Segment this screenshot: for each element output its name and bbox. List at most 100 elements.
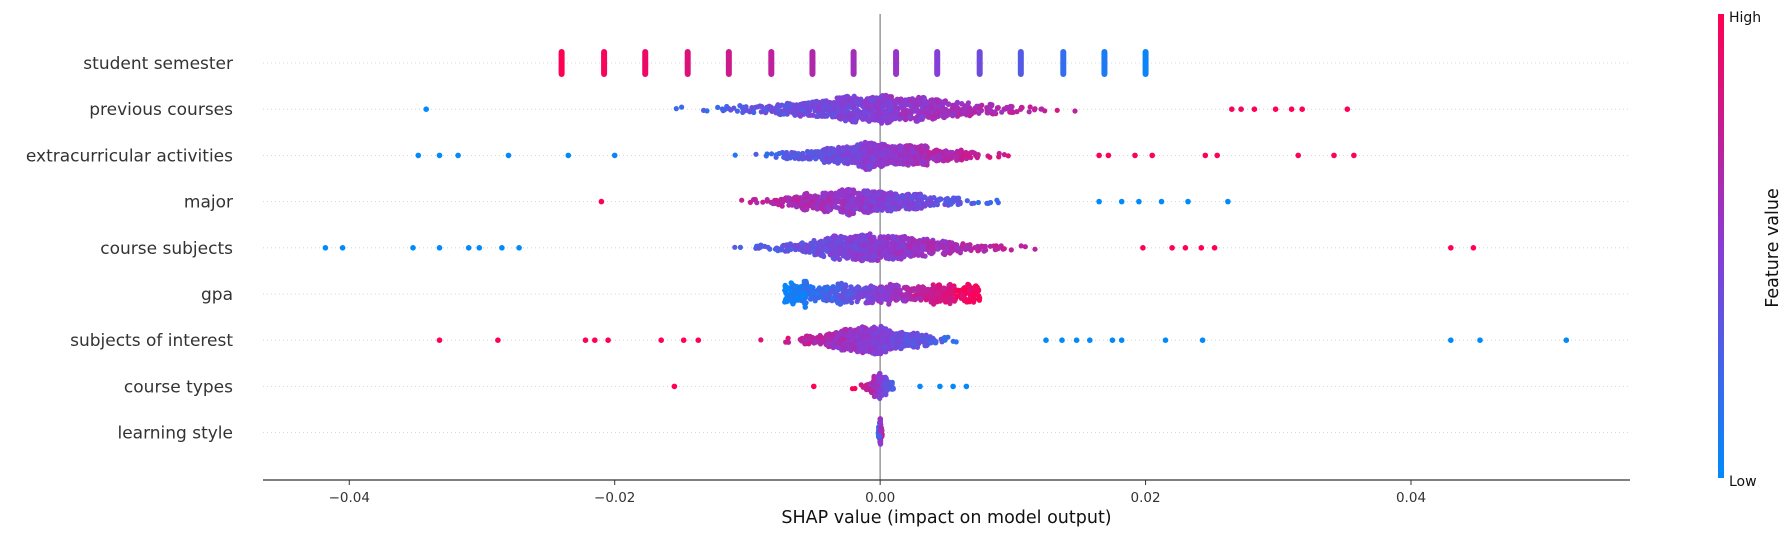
shap-point-outlier <box>1132 152 1138 159</box>
shap-point <box>892 114 898 120</box>
shap-point-cluster <box>1101 49 1108 77</box>
shap-point <box>965 100 972 106</box>
shap-point <box>838 280 845 286</box>
shap-point <box>957 250 964 256</box>
shap-point <box>987 154 993 160</box>
shap-point <box>773 197 780 203</box>
shap-point <box>829 331 836 338</box>
shap-point <box>835 102 841 108</box>
shap-point <box>901 104 907 110</box>
shap-point <box>825 336 831 342</box>
shap-point <box>835 300 841 306</box>
shap-point <box>777 110 783 116</box>
shap-point <box>915 155 922 161</box>
shap-point <box>959 293 965 299</box>
shap-point <box>912 115 918 121</box>
points-layer <box>322 49 1570 447</box>
shap-point <box>831 112 837 118</box>
shap-point <box>826 148 833 154</box>
shap-point <box>868 204 874 210</box>
feature-row-points <box>415 139 1357 172</box>
shap-point <box>779 102 785 108</box>
shap-point <box>919 104 925 110</box>
shap-point-outlier <box>1118 337 1125 344</box>
shap-point <box>950 102 956 108</box>
shap-point-outlier <box>495 337 501 344</box>
shap-point <box>796 112 802 118</box>
shap-point-outlier <box>1288 106 1295 112</box>
shap-point <box>816 104 822 110</box>
shap-point <box>856 152 862 158</box>
shap-point-cluster <box>725 49 732 77</box>
shap-point <box>886 152 892 158</box>
shap-point <box>969 149 975 155</box>
feature-row-points <box>671 370 970 401</box>
shap-point <box>803 154 810 160</box>
shap-point-cluster <box>1060 49 1067 77</box>
shap-point <box>791 103 798 109</box>
shap-point <box>781 196 787 202</box>
shap-point <box>834 95 840 101</box>
shap-point <box>823 155 829 162</box>
shap-point <box>840 192 847 198</box>
shap-point <box>847 291 853 298</box>
shap-point <box>845 161 851 167</box>
shap-point-outlier <box>592 337 598 344</box>
shap-point <box>913 100 919 106</box>
shap-point <box>803 337 809 343</box>
shap-point-outlier <box>1087 337 1093 344</box>
shap-point <box>908 97 914 103</box>
shap-point <box>786 102 792 108</box>
shap-point <box>1032 246 1038 252</box>
shap-point <box>977 295 983 301</box>
shap-point <box>868 103 874 109</box>
shap-point-outlier <box>1448 245 1454 251</box>
shap-point <box>849 252 855 258</box>
shap-point-outlier <box>1096 152 1102 159</box>
shap-point <box>842 199 848 205</box>
shap-point <box>914 291 920 298</box>
shap-point <box>728 107 734 113</box>
shap-point-outlier <box>1477 337 1483 344</box>
shap-point-outlier <box>1118 198 1125 205</box>
shap-point <box>825 196 831 202</box>
shap-point <box>1009 109 1015 115</box>
shap-point <box>900 298 907 304</box>
shap-point <box>851 290 857 297</box>
shap-point-cluster <box>934 49 941 77</box>
shap-point <box>783 339 789 345</box>
shap-point <box>809 242 816 248</box>
shap-point <box>840 297 846 303</box>
shap-point <box>901 293 907 299</box>
shap-point <box>969 200 975 207</box>
shap-point <box>823 286 829 292</box>
shap-point <box>896 97 902 103</box>
shap-point-outlier <box>598 198 605 205</box>
shap-point <box>905 285 911 291</box>
shap-point <box>854 252 860 258</box>
shap-point <box>903 97 910 103</box>
shap-point <box>944 195 951 202</box>
shap-point <box>802 244 808 250</box>
shap-point <box>958 148 964 154</box>
shap-point <box>918 197 924 203</box>
shap-point <box>878 99 885 105</box>
shap-point <box>880 190 887 196</box>
shap-point <box>888 254 894 260</box>
shap-point <box>908 296 914 302</box>
shap-point-cluster <box>809 49 816 77</box>
shap-point <box>897 330 903 336</box>
shap-point <box>808 295 814 301</box>
shap-point <box>946 101 952 107</box>
shap-point-cluster <box>642 49 649 77</box>
shap-point <box>944 149 950 155</box>
shap-point-cluster <box>850 49 857 77</box>
shap-point <box>921 239 927 245</box>
feature-row-points <box>782 278 983 310</box>
shap-point <box>851 119 857 125</box>
shap-point <box>899 342 905 349</box>
shap-point <box>818 334 824 340</box>
shap-point <box>975 199 982 206</box>
shap-point <box>833 253 839 259</box>
shap-point <box>816 197 822 203</box>
